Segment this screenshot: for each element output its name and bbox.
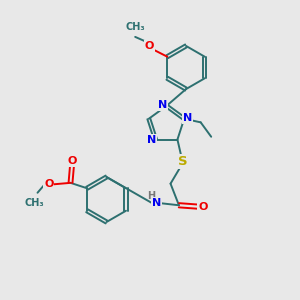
Text: O: O — [67, 156, 77, 166]
Text: O: O — [44, 179, 54, 189]
Text: O: O — [198, 202, 208, 212]
Text: N: N — [158, 100, 167, 110]
Text: N: N — [152, 198, 161, 208]
Text: H: H — [147, 191, 155, 201]
Text: CH₃: CH₃ — [125, 22, 145, 32]
Text: S: S — [178, 155, 188, 168]
Text: CH₃: CH₃ — [24, 198, 44, 208]
Text: O: O — [145, 41, 154, 51]
Text: N: N — [183, 113, 192, 123]
Text: N: N — [147, 135, 157, 145]
